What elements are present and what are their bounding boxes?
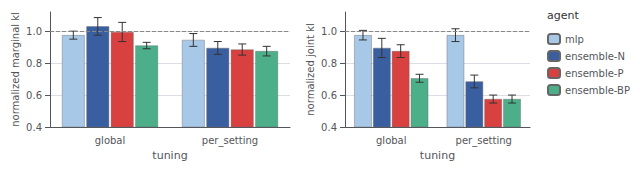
- svg-text:1.0: 1.0: [26, 26, 42, 37]
- svg-text:tuning: tuning: [152, 149, 187, 162]
- svg-text:0.8: 0.8: [26, 58, 42, 69]
- svg-text:0.6: 0.6: [321, 90, 337, 101]
- svg-text:1.0: 1.0: [321, 26, 337, 37]
- svg-text:per_setting: per_setting: [456, 135, 512, 147]
- svg-text:agent: agent: [547, 9, 579, 22]
- svg-text:0.4: 0.4: [321, 122, 337, 133]
- svg-text:global: global: [95, 135, 126, 146]
- svg-text:normalized joint kl: normalized joint kl: [305, 23, 316, 115]
- svg-text:mlp: mlp: [565, 34, 584, 45]
- svg-text:ensemble-N: ensemble-N: [565, 51, 625, 62]
- svg-text:global: global: [376, 135, 407, 146]
- svg-text:ensemble-P: ensemble-P: [565, 68, 624, 79]
- svg-text:tuning: tuning: [420, 149, 455, 162]
- svg-text:0.6: 0.6: [26, 90, 42, 101]
- svg-text:per_setting: per_setting: [202, 135, 258, 147]
- svg-text:0.4: 0.4: [26, 122, 42, 133]
- svg-text:0.8: 0.8: [321, 58, 337, 69]
- svg-text:normalized marginal kl: normalized marginal kl: [10, 12, 21, 127]
- svg-text:ensemble-BP: ensemble-BP: [565, 85, 630, 96]
